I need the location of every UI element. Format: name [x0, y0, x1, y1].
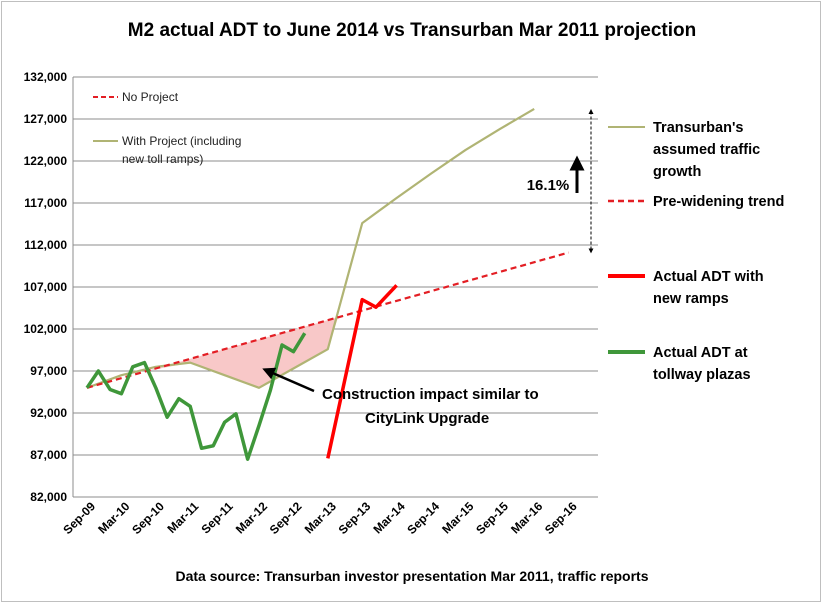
y-tick-label: 82,000 — [30, 490, 67, 504]
chart-title: M2 actual ADT to June 2014 vs Transurban… — [127, 20, 697, 41]
y-tick-label: 117,000 — [24, 196, 67, 210]
legend-label-new-ramps: new ramps — [653, 291, 729, 307]
legend-label-new-ramps: Actual ADT with — [653, 269, 764, 285]
x-tick-label: Mar-13 — [302, 499, 339, 536]
inner-legend-with-project-label-line2: new toll ramps) — [122, 152, 203, 166]
gap-percent-label: 16.1% — [527, 177, 570, 194]
chart-source: Data source: Transurban investor present… — [175, 568, 649, 584]
series-line-new-ramps — [326, 284, 398, 459]
x-tick-label: Sep-16 — [542, 499, 580, 537]
x-tick-label: Sep-15 — [473, 499, 511, 537]
y-tick-label: 102,000 — [24, 322, 68, 336]
y-tick-label: 92,000 — [30, 406, 67, 420]
y-tick-label: 122,000 — [24, 154, 68, 168]
legend-label-tollway-plazas: Actual ADT at — [653, 345, 748, 361]
x-tick-label: Mar-16 — [508, 499, 545, 536]
x-tick-label: Mar-15 — [439, 499, 476, 536]
x-tick-label: Sep-14 — [404, 499, 442, 537]
x-tick-label: Sep-12 — [267, 499, 305, 537]
y-tick-label: 132,000 — [24, 70, 68, 84]
inner-legend-with-project-label-line1: With Project (including — [122, 134, 241, 148]
construction-impact-region — [145, 317, 339, 388]
y-tick-label: 87,000 — [30, 448, 67, 462]
x-tick-label: Sep-13 — [336, 499, 374, 537]
x-tick-label: Mar-14 — [370, 499, 407, 536]
y-tick-label: 112,000 — [24, 238, 67, 252]
legend-label-transurban-growth: Transurban's — [653, 120, 743, 136]
construction-impact-label-line1: Construction impact similar to — [322, 386, 539, 403]
y-tick-label: 107,000 — [24, 280, 68, 294]
x-tick-label: Mar-10 — [95, 499, 132, 536]
construction-impact-label-line2: CityLink Upgrade — [365, 410, 489, 427]
series-line-transurban-growth — [86, 107, 535, 389]
y-tick-label: 127,000 — [24, 112, 68, 126]
legend-label-transurban-growth: assumed traffic — [653, 142, 760, 158]
series-line-pre-widening-trend — [86, 251, 569, 389]
x-tick-label: Mar-11 — [165, 499, 202, 536]
x-tick-label: Sep-09 — [60, 499, 98, 537]
x-tick-label: Sep-11 — [198, 499, 235, 536]
inner-legend-no-project-label: No Project — [122, 90, 179, 104]
legend-label-transurban-growth: growth — [653, 164, 701, 180]
construction-impact-arrow — [262, 367, 315, 393]
x-tick-label: Sep-10 — [129, 499, 167, 537]
legend-label-tollway-plazas: tollway plazas — [653, 367, 751, 383]
x-tick-label: Mar-12 — [233, 499, 270, 536]
y-tick-label: 97,000 — [30, 364, 67, 378]
legend-label-pre-widening-trend: Pre-widening trend — [653, 194, 784, 210]
series-line-tollway-plazas — [85, 332, 307, 461]
